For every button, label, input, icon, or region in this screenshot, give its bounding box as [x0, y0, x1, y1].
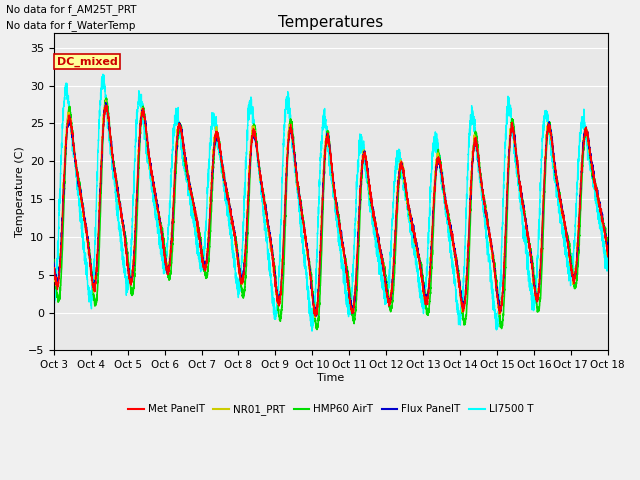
Text: No data for f_AM25T_PRT: No data for f_AM25T_PRT: [6, 4, 137, 15]
Title: Temperatures: Temperatures: [278, 15, 383, 30]
Legend: Met PanelT, NR01_PRT, HMP60 AirT, Flux PanelT, LI7500 T: Met PanelT, NR01_PRT, HMP60 AirT, Flux P…: [124, 400, 538, 420]
Y-axis label: Temperature (C): Temperature (C): [15, 146, 25, 237]
Text: No data for f_WaterTemp: No data for f_WaterTemp: [6, 20, 136, 31]
Text: DC_mixed: DC_mixed: [57, 56, 117, 67]
X-axis label: Time: Time: [317, 373, 344, 383]
